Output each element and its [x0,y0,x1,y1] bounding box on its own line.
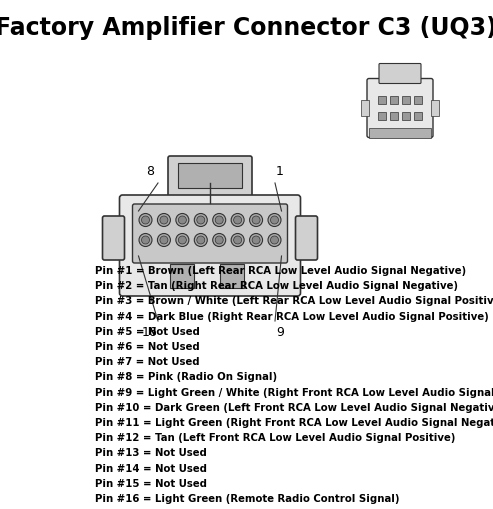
Circle shape [157,213,171,227]
FancyBboxPatch shape [103,216,125,260]
FancyBboxPatch shape [119,195,301,296]
Circle shape [139,213,152,227]
Text: Pin #6 = Not Used: Pin #6 = Not Used [95,342,200,352]
Circle shape [141,236,149,244]
Bar [390,96,398,104]
Circle shape [249,213,263,227]
Text: Pin #11 = Light Green (Right Front RCA Low Level Audio Signal Negative): Pin #11 = Light Green (Right Front RCA L… [95,418,493,428]
Circle shape [234,236,242,244]
Text: Pin #1 = Brown (Left Rear RCA Low Level Audio Signal Negative): Pin #1 = Brown (Left Rear RCA Low Level … [95,266,466,276]
FancyBboxPatch shape [295,216,317,260]
Circle shape [249,234,263,246]
Circle shape [271,236,279,244]
Text: Pin #4 = Dark Blue (Right Rear RCA Low Level Audio Signal Positive): Pin #4 = Dark Blue (Right Rear RCA Low L… [95,312,489,322]
Circle shape [212,234,226,246]
Circle shape [157,234,171,246]
Circle shape [268,213,281,227]
Circle shape [139,234,152,246]
Circle shape [141,216,149,224]
FancyBboxPatch shape [168,156,252,200]
Circle shape [160,216,168,224]
Text: Pin #14 = Not Used: Pin #14 = Not Used [95,464,207,473]
Circle shape [215,236,223,244]
Circle shape [176,234,189,246]
Text: Pin #7 = Not Used: Pin #7 = Not Used [95,357,200,367]
Text: 16: 16 [142,326,158,339]
Circle shape [160,236,168,244]
Bar [414,112,422,120]
Bar [170,264,194,288]
Text: 9: 9 [276,326,284,339]
Circle shape [252,236,260,244]
Circle shape [194,234,207,246]
Text: 8: 8 [146,165,154,178]
Text: Pin #5 = Not Used: Pin #5 = Not Used [95,327,200,337]
Text: Pin #12 = Tan (Left Front RCA Low Level Audio Signal Positive): Pin #12 = Tan (Left Front RCA Low Level … [95,433,456,443]
Circle shape [234,216,242,224]
Bar [402,96,410,104]
Circle shape [197,236,205,244]
Circle shape [231,234,244,246]
Circle shape [268,234,281,246]
Text: Pin #10 = Dark Green (Left Front RCA Low Level Audio Signal Negative): Pin #10 = Dark Green (Left Front RCA Low… [95,403,493,413]
Circle shape [178,216,186,224]
Text: Pin #16 = Light Green (Remote Radio Control Signal): Pin #16 = Light Green (Remote Radio Cont… [95,494,399,504]
Bar [369,127,431,137]
Circle shape [194,213,207,227]
FancyBboxPatch shape [133,204,287,263]
Bar [378,96,386,104]
Circle shape [215,216,223,224]
Circle shape [252,216,260,224]
Circle shape [231,213,244,227]
Circle shape [176,213,189,227]
Text: Factory Amplifier Connector C3 (UQ3): Factory Amplifier Connector C3 (UQ3) [0,16,493,40]
Text: Pin #8 = Pink (Radio On Signal): Pin #8 = Pink (Radio On Signal) [95,373,277,382]
FancyBboxPatch shape [379,64,421,83]
Bar [178,163,242,188]
Text: 1: 1 [276,165,284,178]
Bar [390,112,398,120]
Bar [361,100,369,116]
Text: Pin #13 = Not Used: Pin #13 = Not Used [95,448,207,459]
Circle shape [197,216,205,224]
Text: Pin #15 = Not Used: Pin #15 = Not Used [95,479,207,489]
Bar [414,96,422,104]
Bar [220,264,244,288]
Text: Pin #3 = Brown / White (Left Rear RCA Low Level Audio Signal Positive): Pin #3 = Brown / White (Left Rear RCA Lo… [95,296,493,306]
Text: Pin #9 = Light Green / White (Right Front RCA Low Level Audio Signal Positive): Pin #9 = Light Green / White (Right Fron… [95,387,493,398]
Bar [378,112,386,120]
Circle shape [178,236,186,244]
FancyBboxPatch shape [367,78,433,137]
Circle shape [212,213,226,227]
Circle shape [271,216,279,224]
Bar [402,112,410,120]
Bar [431,100,439,116]
Text: Pin #2 = Tan (Right Rear RCA Low Level Audio Signal Negative): Pin #2 = Tan (Right Rear RCA Low Level A… [95,281,458,291]
